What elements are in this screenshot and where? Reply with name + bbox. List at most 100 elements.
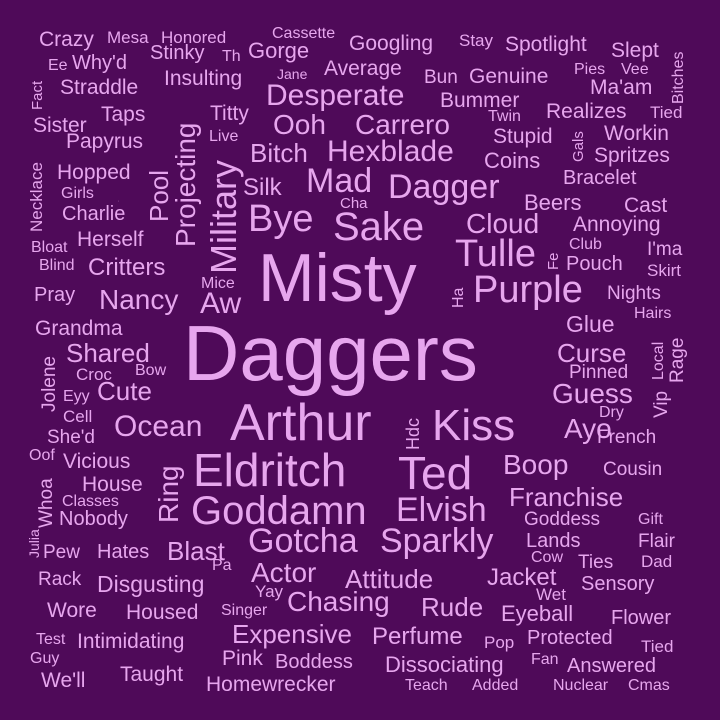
word-silk: Silk <box>243 174 282 201</box>
word-eyeball: Eyeball <box>501 601 574 626</box>
word-jolene: Jolene <box>39 356 60 412</box>
word-taught: Taught <box>120 663 184 686</box>
word-cast: Cast <box>624 194 668 217</box>
word-oof: Oof <box>29 447 55 464</box>
word-hdc: Hdc <box>403 417 423 450</box>
word-gotcha: Gotcha <box>248 522 358 560</box>
word-dry: Dry <box>599 404 624 421</box>
word-curse: Curse <box>557 338 627 368</box>
word-pew: Pew <box>43 542 80 563</box>
word-girls: Girls <box>61 185 94 202</box>
word-crazy: Crazy <box>39 28 94 51</box>
word-well: We'll <box>41 669 86 692</box>
word-bow: Bow <box>135 362 167 379</box>
word-ima: I'ma <box>647 239 683 260</box>
word-sake: Sake <box>333 205 425 249</box>
word-straddle: Straddle <box>60 76 139 99</box>
word-ring: Ring <box>153 465 184 523</box>
word-whyd: Why'd <box>72 52 127 74</box>
word-average: Average <box>324 57 402 80</box>
word-chasing: Chasing <box>287 586 390 617</box>
word-lands: Lands <box>526 530 581 552</box>
word-ooh: Ooh <box>273 109 326 140</box>
word-military: Military <box>203 160 244 274</box>
word-grandma: Grandma <box>35 317 123 340</box>
word-hairs: Hairs <box>634 305 672 322</box>
word-necklace: Necklace <box>27 162 46 232</box>
word-local: Local <box>650 341 667 380</box>
word-shared: Shared <box>66 338 150 368</box>
word-cha: Cha <box>340 195 368 212</box>
word-honored: Honored <box>161 28 227 47</box>
word-critters: Critters <box>88 254 166 281</box>
word-vip: Vip <box>651 390 672 418</box>
word-mice: Mice <box>201 275 235 292</box>
word-nancy: Nancy <box>99 284 179 315</box>
word-shed: She'd <box>47 427 96 448</box>
word-hopped: Hopped <box>57 161 131 184</box>
word-actor: Actor <box>251 557 317 588</box>
word-insulting: Insulting <box>164 67 243 90</box>
word-arthur: Arthur <box>230 394 372 452</box>
word-skirt: Skirt <box>647 261 681 280</box>
word-live: Live <box>209 128 239 145</box>
word-tulle: Tulle <box>455 233 536 275</box>
word-ee: Ee <box>48 57 68 74</box>
word-sparkly: Sparkly <box>380 522 494 560</box>
word-bummer: Bummer <box>440 89 520 112</box>
word-papyrus: Papyrus <box>66 130 144 153</box>
word-julia: Julia <box>26 529 42 558</box>
word-rage: Rage <box>667 337 688 383</box>
word-house: House <box>82 473 143 496</box>
word-club: Club <box>569 236 602 253</box>
word-pop: Pop <box>484 633 515 652</box>
word-bitch: Bitch <box>250 138 308 168</box>
word-fe: Fe <box>545 252 562 270</box>
word-housed: Housed <box>126 601 199 624</box>
word-mesa: Mesa <box>107 28 149 47</box>
word-ocean: Ocean <box>114 410 203 443</box>
word-fact: Fact <box>29 80 46 110</box>
word-pouch: Pouch <box>566 253 623 275</box>
word-guess: Guess <box>552 378 633 409</box>
word-spotlight: Spotlight <box>505 33 587 56</box>
word-ha: Ha <box>450 287 467 308</box>
word-fan: Fan <box>531 651 559 668</box>
word-bye: Bye <box>248 198 314 240</box>
word-sensory: Sensory <box>581 573 655 595</box>
word-attitude: Attitude <box>345 564 434 594</box>
word-vicious: Vicious <box>63 450 131 473</box>
word-homewrecker: Homewrecker <box>206 673 336 696</box>
word-dissociating: Dissociating <box>385 652 504 677</box>
word-cell: Cell <box>63 407 93 426</box>
word-carrero: Carrero <box>355 109 450 140</box>
word-ties: Ties <box>578 552 614 573</box>
word-slept: Slept <box>611 39 659 62</box>
word-eyy: Eyy <box>63 388 90 405</box>
word-disgusting: Disgusting <box>97 571 205 597</box>
word-twin: Twin <box>488 108 521 125</box>
word-nuclear: Nuclear <box>553 677 609 694</box>
word-wore: Wore <box>47 599 97 622</box>
word-pies: Pies <box>574 61 606 78</box>
word-googling: Googling <box>349 32 434 55</box>
word-wet: Wet <box>536 585 566 604</box>
word-eldritch: Eldritch <box>193 444 347 496</box>
word-protected: Protected <box>527 627 613 649</box>
word-taps: Taps <box>101 103 146 126</box>
word-flair: Flair <box>638 531 675 552</box>
word-intimidating: Intimidating <box>77 630 185 653</box>
word-bun: Bun <box>424 67 458 88</box>
word-flower: Flower <box>611 607 672 629</box>
word-herself: Herself <box>77 228 144 251</box>
word-blast: Blast <box>167 536 225 566</box>
word-g: Girls <box>119 199 120 202</box>
word-daggers: Daggers <box>183 309 478 397</box>
word-purple: Purple <box>473 269 583 311</box>
word-desperate: Desperate <box>266 79 405 112</box>
word-elvish: Elvish <box>396 491 487 529</box>
word-gals: Gals <box>570 131 587 162</box>
word-nights: Nights <box>607 283 661 304</box>
word-pool: Pool <box>144 169 174 222</box>
